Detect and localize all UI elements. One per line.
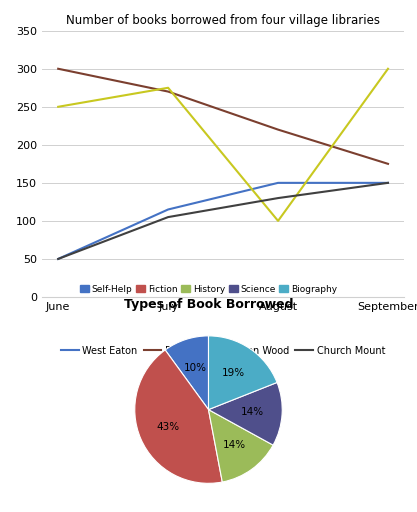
Text: 19%: 19% bbox=[222, 368, 245, 378]
Ryeslip bbox=[166, 89, 171, 95]
Text: 14%: 14% bbox=[241, 408, 264, 417]
West Eaton bbox=[385, 180, 390, 186]
Text: 14%: 14% bbox=[223, 440, 246, 451]
Wedge shape bbox=[208, 336, 277, 410]
West Eaton bbox=[276, 180, 281, 186]
Church Mount bbox=[385, 180, 390, 186]
Sutton Wood bbox=[385, 66, 390, 72]
Wedge shape bbox=[135, 350, 222, 483]
Church Mount bbox=[56, 256, 61, 262]
Sutton Wood bbox=[276, 218, 281, 224]
Sutton Wood bbox=[166, 84, 171, 91]
Wedge shape bbox=[208, 382, 282, 445]
Title: Types of Book Borrowed: Types of Book Borrowed bbox=[124, 298, 293, 311]
Line: Ryeslip: Ryeslip bbox=[58, 69, 388, 164]
Text: 43%: 43% bbox=[156, 422, 179, 432]
Title: Number of books borrowed from four village libraries: Number of books borrowed from four villa… bbox=[66, 14, 380, 27]
Legend: Self-Help, Fiction, History, Science, Biography: Self-Help, Fiction, History, Science, Bi… bbox=[76, 282, 341, 297]
Text: 10%: 10% bbox=[183, 362, 206, 373]
Wedge shape bbox=[208, 410, 273, 482]
West Eaton bbox=[166, 206, 171, 212]
Legend: West Eaton, Ryeslip, Sutton Wood, Church Mount: West Eaton, Ryeslip, Sutton Wood, Church… bbox=[57, 342, 389, 359]
Ryeslip bbox=[276, 126, 281, 133]
West Eaton bbox=[56, 256, 61, 262]
Church Mount bbox=[276, 195, 281, 201]
Wedge shape bbox=[165, 336, 208, 410]
Ryeslip bbox=[56, 66, 61, 72]
Church Mount bbox=[166, 214, 171, 220]
Line: Sutton Wood: Sutton Wood bbox=[58, 69, 388, 221]
Line: Church Mount: Church Mount bbox=[58, 183, 388, 259]
Line: West Eaton: West Eaton bbox=[58, 183, 388, 259]
Sutton Wood bbox=[56, 104, 61, 110]
Ryeslip bbox=[385, 161, 390, 167]
